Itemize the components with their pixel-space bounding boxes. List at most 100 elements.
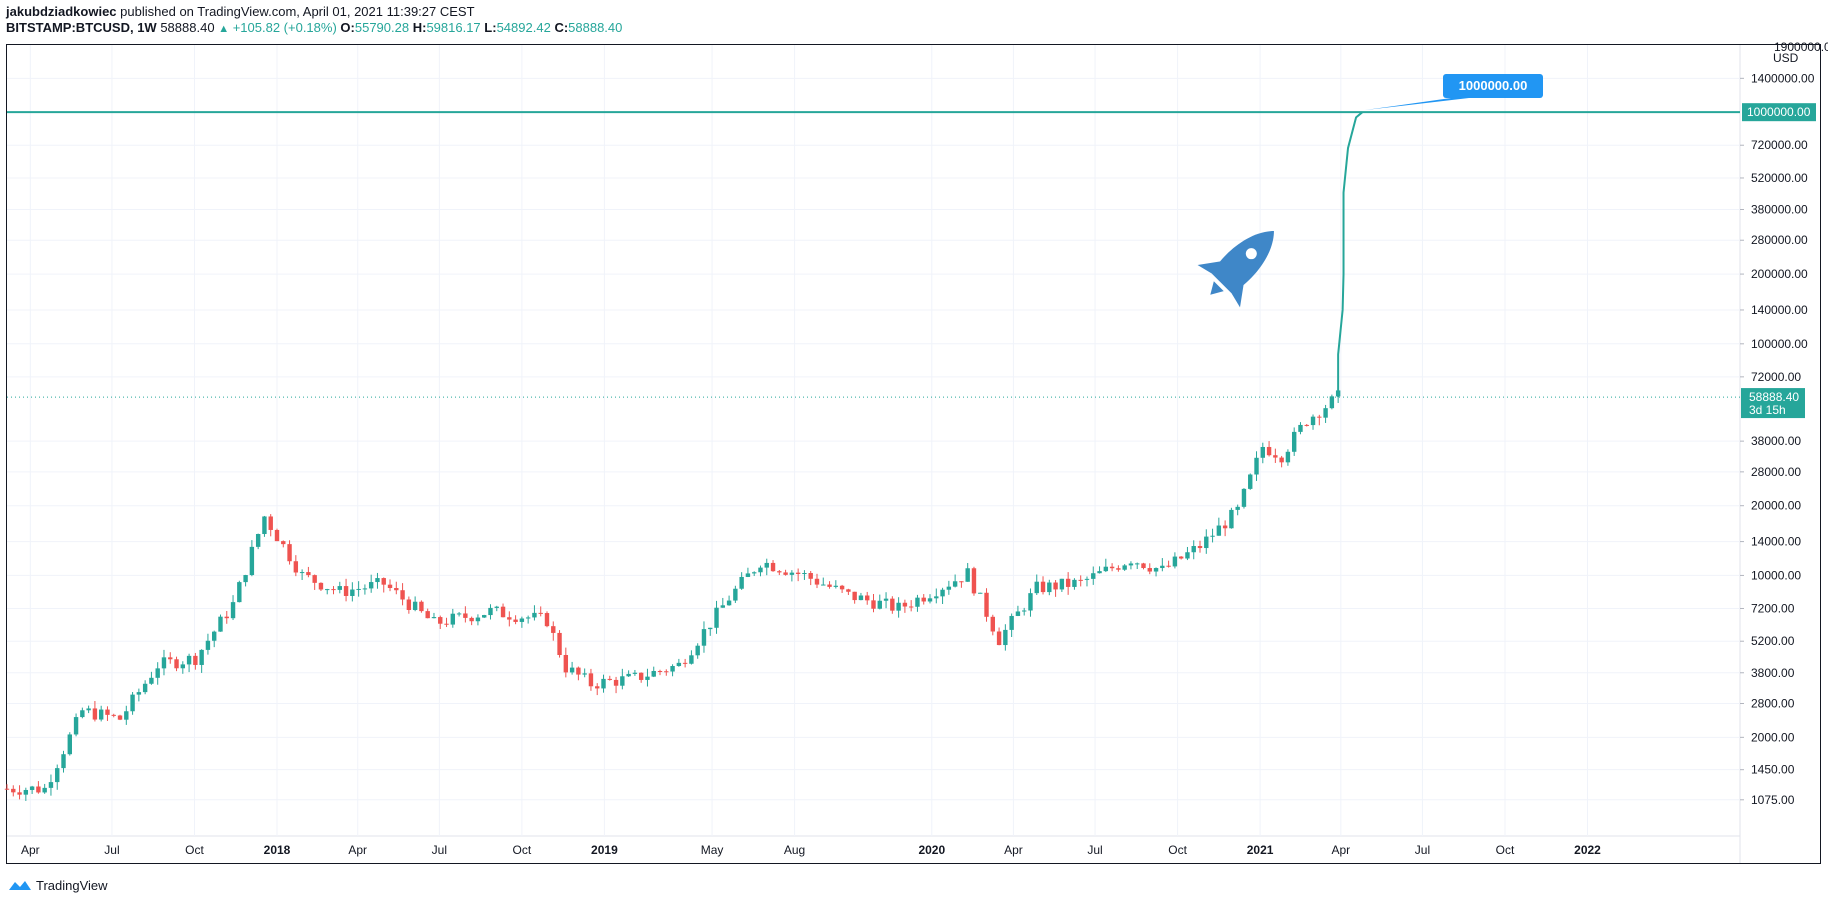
candle-body [626, 673, 631, 677]
candle-body [1040, 581, 1046, 593]
x-tick-label: Oct [1168, 843, 1187, 857]
candle-body [990, 616, 996, 632]
chart-frame[interactable] [6, 44, 1821, 864]
candle-body [130, 694, 135, 712]
candle-body [733, 588, 738, 601]
x-tick-label: Apr [348, 843, 367, 857]
candle-body [1310, 416, 1316, 426]
candle-body [896, 602, 901, 611]
candle-body [996, 631, 1002, 646]
x-tick-label: Jul [104, 843, 119, 857]
candle-body [877, 600, 882, 609]
candle-body [4, 788, 10, 790]
y-tick-label: 140000.00 [1751, 303, 1808, 317]
candle-body [971, 568, 977, 594]
candle-body [1317, 416, 1322, 418]
x-tick-label: 2020 [918, 843, 945, 857]
candle-body [1135, 563, 1140, 565]
candle-body [136, 692, 142, 695]
candle-body [362, 588, 368, 590]
candle-body [368, 582, 374, 589]
x-tick-label: Jul [1087, 843, 1102, 857]
candle-body [569, 667, 575, 673]
candle-body [827, 584, 832, 587]
candle-body [318, 582, 324, 590]
candle-body [86, 708, 91, 711]
candle-body [513, 619, 518, 622]
candle-body [412, 601, 418, 610]
candle-body [613, 679, 619, 686]
candle-body [751, 572, 757, 574]
x-tick-label: Oct [513, 843, 532, 857]
callout-pointer [1364, 98, 1469, 111]
candle-body [36, 786, 41, 793]
candle-body [325, 589, 330, 591]
candle-body [1034, 581, 1039, 594]
candle-body [500, 606, 506, 618]
candle-body [67, 734, 72, 755]
projection-curve [1337, 111, 1363, 398]
candle-body [155, 668, 160, 678]
candles [4, 389, 1341, 801]
candle-body [1160, 565, 1165, 569]
candle-body [802, 573, 807, 575]
candle-body [337, 586, 342, 590]
candle-body [237, 582, 242, 603]
candle-body [865, 595, 870, 601]
candle-body [651, 670, 656, 677]
candle-body [268, 516, 273, 530]
candle-body [105, 709, 110, 715]
price-change: +105.82 (+0.18%) [232, 20, 337, 35]
candle-body [312, 575, 317, 583]
x-tick-label: Jul [1415, 843, 1430, 857]
candle-body [1172, 556, 1178, 567]
y-tick-label: 14000.00 [1751, 535, 1801, 549]
candle-body [1204, 536, 1209, 549]
candle-body [544, 613, 550, 627]
candle-body [758, 567, 763, 573]
candle-body [871, 600, 876, 609]
y-tick-label: 3800.00 [1751, 666, 1795, 680]
rocket-icon [1197, 231, 1274, 308]
callout-label: 1000000.00 [1459, 78, 1528, 93]
candle-body [959, 581, 964, 583]
candle-body [463, 613, 468, 618]
candle-body [230, 602, 236, 619]
candle-body [1241, 488, 1247, 507]
candle-body [507, 617, 512, 620]
candle-body [1091, 573, 1096, 579]
high-value: 59816.17 [426, 20, 481, 35]
y-tick-label: 2000.00 [1751, 730, 1795, 744]
candle-body [921, 597, 926, 602]
footer-brand[interactable]: TradingView [36, 877, 108, 893]
candle-body [186, 655, 192, 665]
y-tick-label: 1450.00 [1751, 763, 1795, 777]
close-value: 58888.40 [568, 20, 623, 35]
symbol-label: BITSTAMP:BTCUSD, 1W [6, 20, 157, 35]
candle-body [789, 572, 795, 575]
rocket-body [1211, 231, 1274, 294]
candle-body [984, 592, 989, 617]
x-tick-label: 2018 [264, 843, 291, 857]
candle-body [243, 575, 248, 583]
candle-body [946, 586, 952, 590]
candle-body [1285, 451, 1291, 463]
candle-body [488, 607, 493, 616]
candle-body [92, 708, 98, 720]
candle-body [55, 768, 60, 783]
candle-body [444, 623, 449, 625]
candle-body [1078, 579, 1083, 581]
candle-body [400, 590, 405, 600]
candle-body [563, 655, 569, 673]
author-name[interactable]: jakubdziadkowiec [6, 4, 117, 19]
current-price-label: 58888.40 [1749, 390, 1799, 404]
current-price-badge [1741, 388, 1805, 419]
currency-label: USD [1773, 51, 1799, 65]
rocket-flame [1210, 281, 1224, 295]
candle-body [124, 711, 129, 720]
candle-body [682, 662, 688, 664]
rocket-window [1245, 248, 1257, 260]
candle-body [438, 617, 443, 624]
